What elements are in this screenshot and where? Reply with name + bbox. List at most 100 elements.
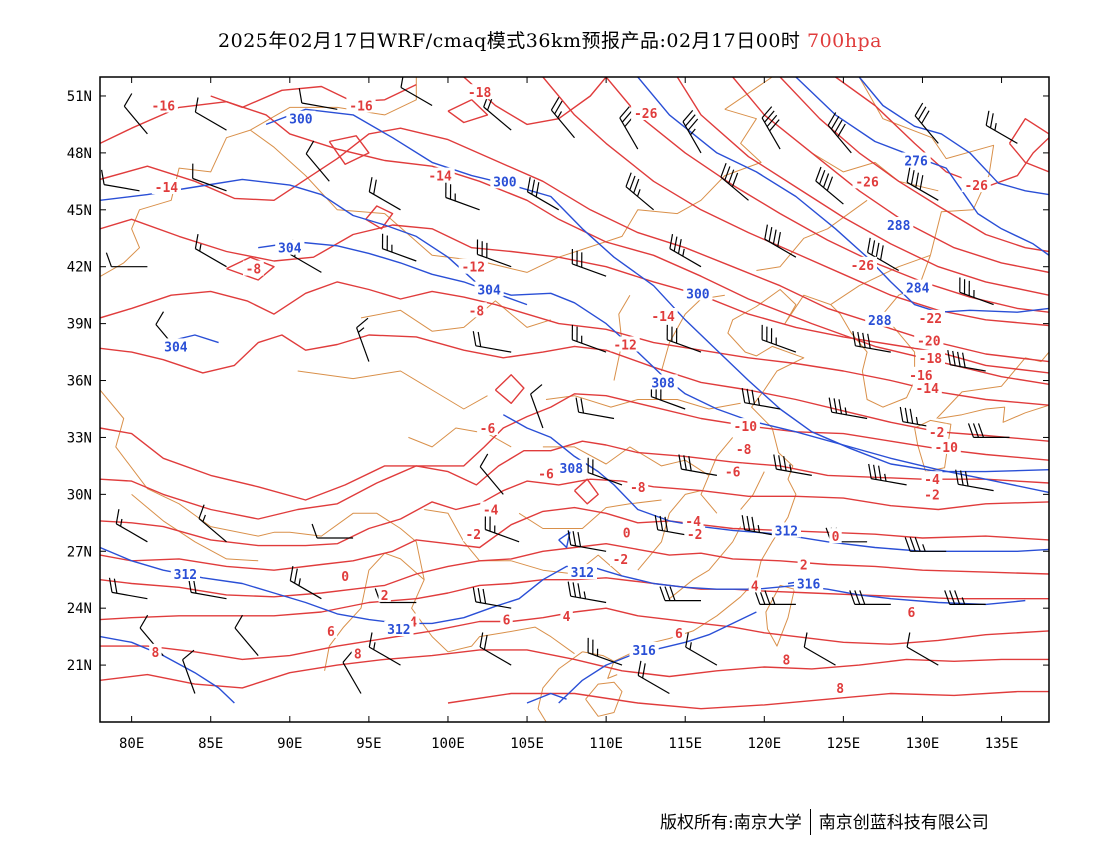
height-contour: [100, 178, 1049, 494]
temperature-label-bg: [351, 645, 364, 661]
temperature-label-bg: [243, 260, 264, 276]
wind-barb: [472, 587, 512, 609]
temperature-label: -14: [651, 310, 675, 325]
temperature-label-bg: [466, 302, 487, 318]
temperature-label-bg: [926, 423, 948, 439]
temperature-label: -18: [468, 86, 492, 101]
temperature-label-bg: [148, 97, 178, 113]
footer-separator: [809, 808, 811, 835]
wind-barb: [381, 233, 417, 262]
boundary-line: [724, 77, 774, 110]
height-label-bg: [275, 239, 305, 255]
height-label: 308: [560, 462, 584, 477]
temperature-label-bg: [834, 679, 847, 695]
height-label: 288: [887, 219, 911, 234]
wind-barb: [904, 537, 947, 552]
temperature-contour: [463, 77, 607, 126]
wind-barb: [108, 577, 148, 600]
temperature-label: -10: [934, 441, 958, 456]
lon-tick-label: 105E: [510, 736, 544, 752]
temperature-labels: -16 -16-18-26-14-14 -26 -26-8 -12-8 -14-12-26…: [148, 84, 991, 697]
height-label: 316: [632, 644, 656, 659]
height-label-bg: [901, 152, 931, 168]
map-title-level: 700hpa: [806, 30, 882, 52]
height-label-bg: [683, 285, 713, 301]
wind-barb: [445, 182, 480, 211]
boundary-line: [858, 77, 995, 256]
wind-barb: [368, 177, 401, 211]
temperature-label: -4: [685, 515, 701, 530]
wind-barb: [571, 324, 607, 353]
temperature-label: 8: [782, 653, 790, 668]
temperature-label: 6: [503, 614, 511, 629]
temperature-label: -8: [736, 443, 752, 458]
height-label: 300: [686, 287, 710, 302]
wind-barb: [678, 454, 718, 476]
temperature-label-bg: [151, 179, 181, 194]
temperature-label-bg: [682, 512, 704, 528]
height-label: 304: [278, 242, 302, 257]
temperature-label: -6: [480, 422, 496, 437]
wind-barb: [852, 331, 891, 353]
temperature-label-bg: [722, 463, 744, 479]
boundary-line: [250, 108, 762, 273]
height-label-bg: [629, 641, 659, 657]
wind-barb: [198, 504, 227, 543]
temperature-label-bg: [627, 478, 649, 494]
temperature-contour: [447, 690, 1049, 710]
temperature-label: 8: [836, 682, 844, 697]
wind-barb: [587, 457, 623, 486]
wind-barb: [356, 317, 370, 362]
temperature-label: -18: [919, 352, 943, 367]
copyright-footer: 版权所有:南京大学 南京创蓝科技有限公司: [660, 808, 989, 837]
temperature-label-bg: [324, 622, 338, 638]
temperature-label-bg: [906, 366, 936, 382]
wind-barb: [530, 384, 544, 429]
wind-barb: [571, 248, 607, 277]
height-label-bg: [161, 338, 191, 354]
temperature-contour: [100, 607, 1049, 661]
temperature-label-bg: [560, 607, 573, 623]
height-contour: [265, 108, 1049, 473]
temperature-label-bg: [672, 624, 686, 640]
temperature-contour: [494, 374, 525, 404]
plot-frame: [99, 76, 1050, 723]
wind-barb: [342, 650, 362, 694]
height-contour: [558, 531, 571, 549]
temperature-label: -6: [725, 466, 741, 481]
wind-barb: [868, 463, 907, 486]
wind-barb: [234, 614, 259, 656]
boundary-line: [360, 300, 551, 332]
temperature-label-bg: [346, 97, 376, 113]
wind-barb: [944, 590, 986, 606]
height-label-bg: [884, 217, 914, 232]
boundary-line: [669, 526, 742, 600]
temperature-label: -26: [855, 175, 879, 190]
temperature-contour: [100, 218, 1049, 374]
longitude-axis: 80E 85E 90E 95E 100E 105E 110E 115E 120E 125E 130E…: [119, 77, 1018, 752]
wind-barb: [479, 632, 512, 666]
temperature-label: 6: [675, 627, 683, 642]
boundary-line: [585, 681, 623, 717]
boundary-line: [131, 494, 259, 562]
temperature-label-bg: [535, 465, 557, 481]
height-label-bg: [556, 459, 586, 475]
height-label: 312: [174, 568, 197, 583]
latitude-axis: 51N 48N 45N 42N 39N 36N 33N 30N 27N 24N 21N: [67, 89, 1049, 674]
temperature-label: 6: [907, 606, 915, 621]
temperature-contour: [100, 281, 1049, 406]
temperature-label: -12: [462, 261, 485, 276]
temperature-label: 2: [381, 589, 389, 604]
wind-barb: [298, 88, 338, 110]
temperature-label: -16: [909, 369, 933, 384]
temperature-contour: [676, 77, 1049, 296]
temperature-label-bg: [931, 438, 961, 454]
wind-barb: [741, 387, 781, 410]
wind-barb: [906, 167, 939, 201]
wind-barb: [754, 590, 796, 606]
wind-barb: [311, 523, 354, 539]
height-label-bg: [170, 566, 200, 581]
temperature-label-bg: [462, 526, 484, 542]
boundary-line: [545, 395, 741, 410]
lat-tick-label: 48N: [67, 146, 92, 162]
